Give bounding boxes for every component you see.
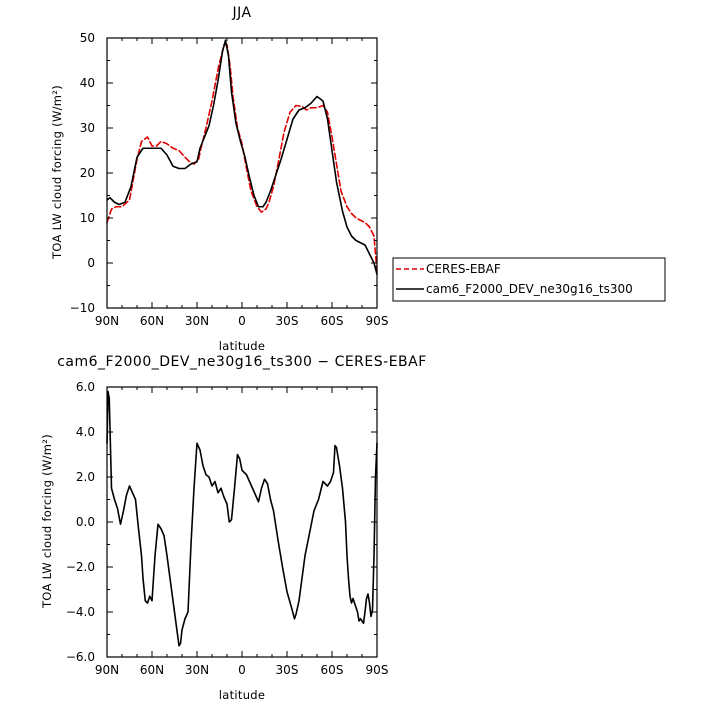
top-y-axis-title: TOA LW cloud forcing (W/m²) <box>50 85 64 260</box>
bottom-y-axis-title: TOA LW cloud forcing (W/m²) <box>40 434 54 609</box>
bottom-plot-frame <box>106 386 378 658</box>
bottom-y-tick-label: 2.0 <box>76 470 95 484</box>
bottom-panel: cam6_F2000_DEV_ne30g16_ts300 − CERES-EBA… <box>40 354 427 702</box>
bottom-x-tick-label: 90S <box>366 663 389 677</box>
top-x-tick-label: 0 <box>238 314 246 328</box>
top-y-tick-label: 30 <box>80 121 95 135</box>
bottom-x-tick-label: 60S <box>321 663 344 677</box>
top-y-tick-label: 50 <box>80 31 95 45</box>
top-x-axis-title: latitude <box>219 339 266 353</box>
bottom-y-tick-label: 4.0 <box>76 425 95 439</box>
top-plot-area: 90N 60N 30N 0 30S 60S 90S −10 0 10 20 30 40 50 <box>70 31 389 328</box>
top-x-tick-label: 30S <box>276 314 299 328</box>
top-y-tick-label: 40 <box>80 76 95 90</box>
top-y-tick-label: −10 <box>70 301 95 315</box>
top-x-tick-label: 60N <box>140 314 164 328</box>
legend-box <box>392 257 666 302</box>
bottom-x-tick-label: 30N <box>185 663 209 677</box>
top-plot-frame <box>106 37 378 309</box>
bottom-x-tick-label: 0 <box>238 663 246 677</box>
top-x-tick-label: 90N <box>95 314 119 328</box>
legend-label-ceres: CERES-EBAF <box>426 262 501 276</box>
legend-label-cam6: cam6_F2000_DEV_ne30g16_ts300 <box>426 282 633 296</box>
bottom-x-tick-label: 60N <box>140 663 164 677</box>
bottom-chart-title: cam6_F2000_DEV_ne30g16_ts300 − CERES-EBA… <box>57 354 427 370</box>
top-y-tick-label: 20 <box>80 166 95 180</box>
top-y-tick-label: 10 <box>80 211 95 225</box>
bottom-x-tick-label: 30S <box>276 663 299 677</box>
top-y-tick-label: 0 <box>87 256 95 270</box>
top-x-tick-label: 90S <box>366 314 389 328</box>
top-x-tick-label: 60S <box>321 314 344 328</box>
bottom-y-tick-label: 0.0 <box>76 515 95 529</box>
top-panel: JJA TOA LW cloud forcing (W/m²) latitude… <box>50 5 388 353</box>
bottom-y-tick-label: −6.0 <box>66 650 95 664</box>
top-chart-title: JJA <box>231 5 251 21</box>
bottom-plot-area: 90N 60N 30N 0 30S 60S 90S −6.0 −4.0 −2.0 0.0 2.0 4.0… <box>66 380 389 677</box>
bottom-y-tick-label: −4.0 <box>66 605 95 619</box>
bottom-x-axis-title: latitude <box>219 688 266 702</box>
top-series-ceres-ebaf-line <box>106 43 378 273</box>
bottom-x-tick-label: 90N <box>95 663 119 677</box>
top-series-cam6-line <box>106 39 378 276</box>
legend: CERES-EBAF cam6_F2000_DEV_ne30g16_ts300 <box>392 257 666 302</box>
bottom-y-tick-label: −2.0 <box>66 560 95 574</box>
bottom-y-tick-label: 6.0 <box>76 380 95 394</box>
top-x-tick-label: 30N <box>185 314 209 328</box>
bottom-series-cam6-line <box>106 390 378 647</box>
